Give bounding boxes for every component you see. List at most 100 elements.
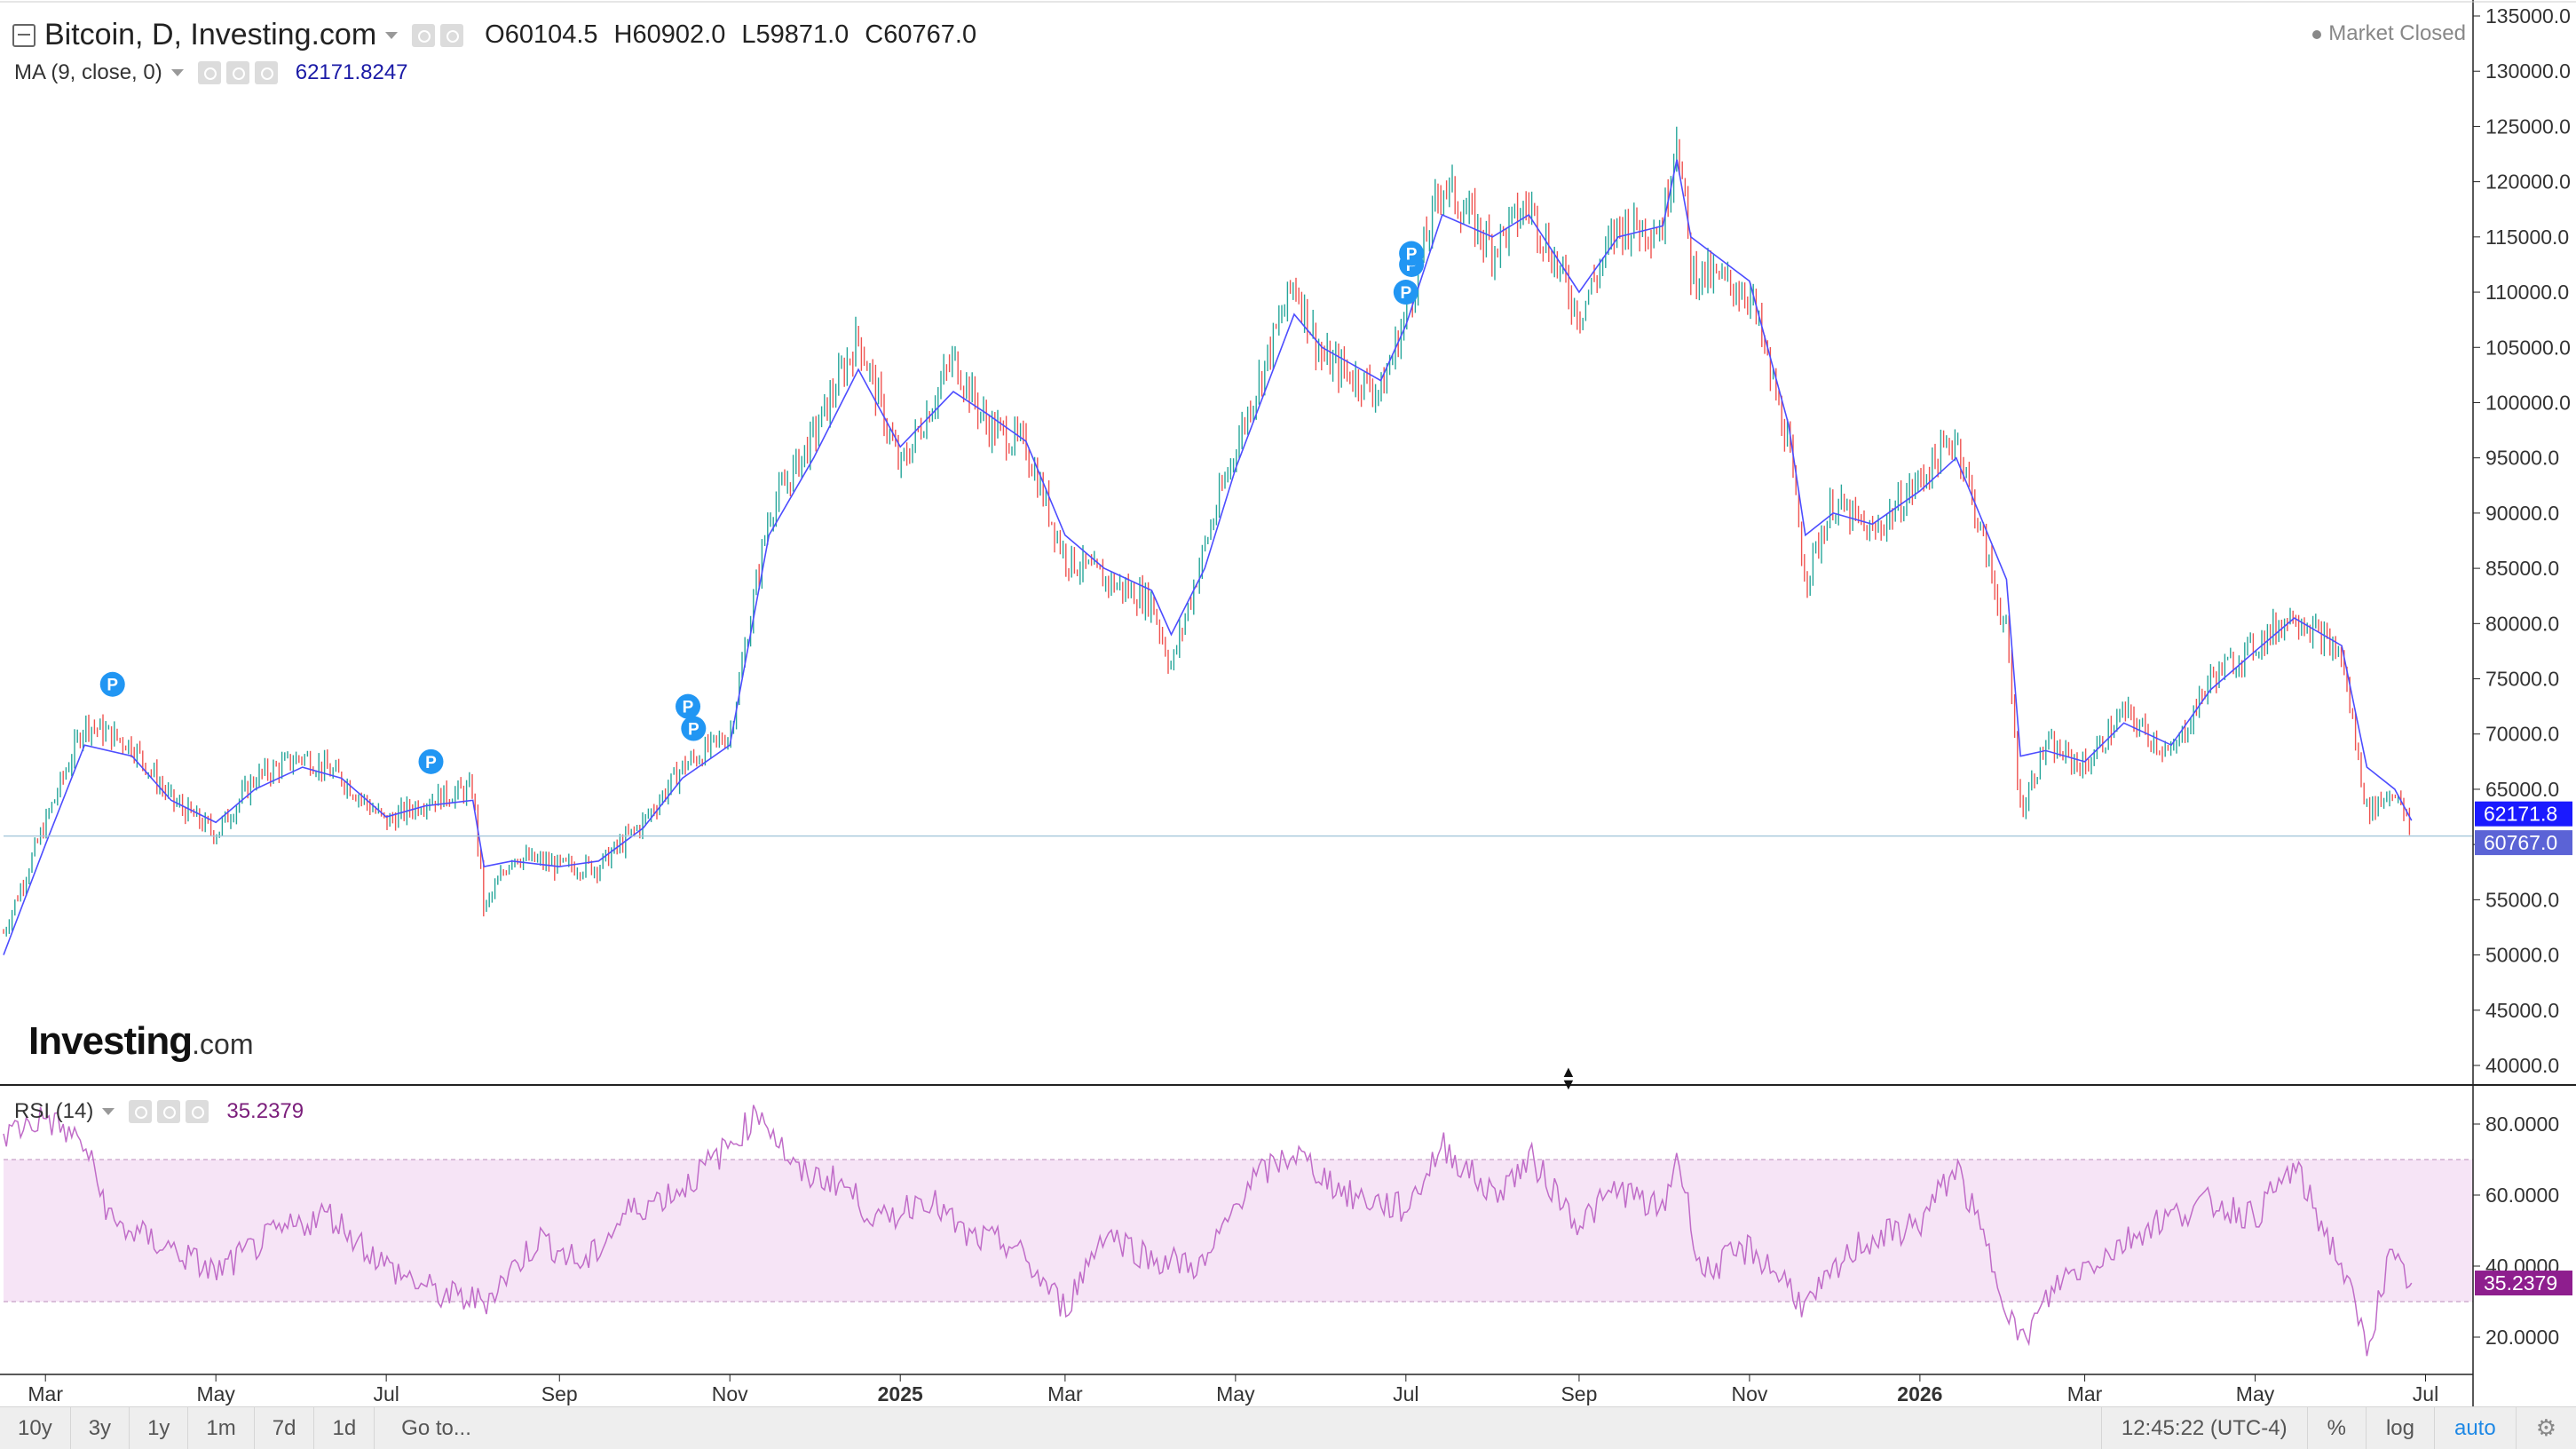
ma-dropdown-icon[interactable] xyxy=(170,69,184,76)
marker-label: P xyxy=(688,721,699,740)
price-pane[interactable]: PPPPPPP xyxy=(3,126,2473,955)
time-tick-label: Nov xyxy=(1731,1382,1767,1405)
rsi-close-icon[interactable] xyxy=(186,1100,209,1123)
pane-resize-handle[interactable]: ▲ ▼ xyxy=(1561,1063,1576,1093)
price-tick-label: 125000.0 xyxy=(2485,115,2571,138)
price-tick-label: 95000.0 xyxy=(2485,447,2559,470)
marker-label: P xyxy=(1400,284,1411,303)
clock-label: 12:45:22 (UTC-4) xyxy=(2100,1407,2307,1449)
price-tick-label: 120000.0 xyxy=(2485,170,2571,194)
chart-title: Bitcoin, D, Investing.com xyxy=(44,18,377,51)
ma-label: MA (9, close, 0) xyxy=(14,60,162,84)
candles xyxy=(3,126,2411,937)
marker-circle xyxy=(676,693,701,719)
ohlc-close: C60767.0 xyxy=(865,20,977,49)
time-tick-label: 2026 xyxy=(1897,1382,1942,1405)
price-tick-label: 70000.0 xyxy=(2485,723,2559,746)
marker-label: P xyxy=(683,699,694,717)
ma-badge: 62171.8 xyxy=(2484,803,2557,826)
auto-toggle[interactable]: auto xyxy=(2433,1407,2516,1449)
time-tick-label: Mar xyxy=(1047,1382,1083,1405)
goto-button[interactable]: Go to... xyxy=(401,1415,471,1440)
price-tick-label: 55000.0 xyxy=(2485,888,2559,911)
price-tick-label: 85000.0 xyxy=(2485,557,2559,580)
marker-circle xyxy=(1399,241,1425,266)
rsi-legend: RSI (14) 35.2379 xyxy=(14,1099,304,1124)
range-7d-button[interactable]: 7d xyxy=(255,1407,315,1449)
ma-settings-icon[interactable] xyxy=(225,61,249,84)
price-tick-label: 100000.0 xyxy=(2485,391,2571,414)
price-marker-3[interactable]: P xyxy=(681,716,707,741)
title-dropdown-icon[interactable] xyxy=(385,31,399,39)
time-tick-label: Nov xyxy=(712,1382,748,1405)
rsi-label: RSI (14) xyxy=(14,1099,94,1123)
rsi-band xyxy=(4,1160,2473,1302)
price-tick-label: 65000.0 xyxy=(2485,778,2559,801)
price-tick-label: 110000.0 xyxy=(2485,281,2569,304)
price-tick-label: 40000.0 xyxy=(2485,1054,2559,1077)
price-marker-1[interactable]: P xyxy=(418,748,444,774)
settings-icon[interactable] xyxy=(440,23,464,47)
ma-value: 62171.8247 xyxy=(295,60,408,84)
price-tick-label: 75000.0 xyxy=(2485,668,2559,691)
rsi-pane[interactable] xyxy=(3,1105,2473,1357)
range-10y-button[interactable]: 10y xyxy=(0,1407,71,1449)
price-tick-label: 45000.0 xyxy=(2485,999,2559,1022)
range-1d-button[interactable]: 1d xyxy=(314,1407,375,1449)
price-marker-2[interactable]: P xyxy=(676,693,701,719)
time-tick-label: Sep xyxy=(541,1382,578,1405)
visibility-icon[interactable] xyxy=(412,23,436,47)
bottom-right-controls: 12:45:22 (UTC-4) % log auto ⚙ xyxy=(2100,1407,2576,1449)
investing-logo: Investing.com xyxy=(28,1019,254,1064)
gear-icon[interactable]: ⚙ xyxy=(2515,1407,2576,1449)
ohlc-low: L59871.0 xyxy=(741,20,849,49)
logo-main: Investing xyxy=(28,1019,193,1063)
price-tick-label: 115000.0 xyxy=(2485,226,2569,249)
rsi-badge: 35.2379 xyxy=(2484,1271,2557,1295)
axes: 40000.045000.050000.055000.060000.065000… xyxy=(0,0,2576,1406)
marker-label: P xyxy=(107,677,118,695)
rsi-settings-icon[interactable] xyxy=(157,1100,181,1123)
price-tick-label: 80000.0 xyxy=(2485,612,2559,635)
ma-line xyxy=(3,159,2413,955)
marker-circle xyxy=(681,716,707,741)
ma-close-icon[interactable] xyxy=(254,61,278,84)
price-marker-0[interactable]: P xyxy=(99,671,125,697)
range-1m-button[interactable]: 1m xyxy=(188,1407,255,1449)
last-price-badge: 60767.0 xyxy=(2484,831,2557,854)
rsi-visibility-icon[interactable] xyxy=(129,1100,153,1123)
price-marker-6[interactable]: P xyxy=(1399,241,1425,266)
price-marker-4[interactable]: P xyxy=(1393,280,1418,305)
market-status: Market Closed xyxy=(2312,21,2466,46)
bottom-toolbar: 10y 3y 1y 1m 7d 1d Go to... 12:45:22 (UT… xyxy=(0,1406,2576,1449)
price-tick-label: 135000.0 xyxy=(2485,4,2571,28)
time-tick-label: 2025 xyxy=(878,1382,923,1405)
logo-suffix: .com xyxy=(192,1028,254,1060)
time-tick-label: Jul xyxy=(2413,1382,2438,1405)
time-tick-label: Sep xyxy=(1561,1382,1597,1405)
price-tick-label: 90000.0 xyxy=(2485,502,2559,525)
ohlc-open: O60104.5 xyxy=(485,20,598,49)
ma-visibility-icon[interactable] xyxy=(197,61,221,84)
range-1y-button[interactable]: 1y xyxy=(130,1407,189,1449)
last-price-badge-bg xyxy=(2475,830,2572,856)
rsi-tick-label: 60.0000 xyxy=(2485,1184,2559,1207)
collapse-icon[interactable] xyxy=(12,23,36,47)
chart-header: Bitcoin, D, Investing.com O60104.5 H6090… xyxy=(12,18,976,52)
price-tick-label: 130000.0 xyxy=(2485,59,2571,83)
price-tick-label: 50000.0 xyxy=(2485,944,2559,967)
rsi-dropdown-icon[interactable] xyxy=(102,1108,115,1115)
time-tick-label: Mar xyxy=(28,1382,63,1405)
rsi-value: 35.2379 xyxy=(226,1099,304,1123)
time-tick-label: Jul xyxy=(1393,1382,1418,1405)
marker-circle xyxy=(99,671,125,697)
ma-legend: MA (9, close, 0) 62171.8247 xyxy=(14,60,408,85)
rsi-tick-label: 80.0000 xyxy=(2485,1112,2559,1136)
rsi-tick-label: 20.0000 xyxy=(2485,1326,2559,1349)
percent-toggle[interactable]: % xyxy=(2306,1407,2366,1449)
log-toggle[interactable]: log xyxy=(2365,1407,2434,1449)
range-3y-button[interactable]: 3y xyxy=(71,1407,130,1449)
marker-circle xyxy=(418,748,444,774)
time-tick-label: May xyxy=(2236,1382,2275,1405)
